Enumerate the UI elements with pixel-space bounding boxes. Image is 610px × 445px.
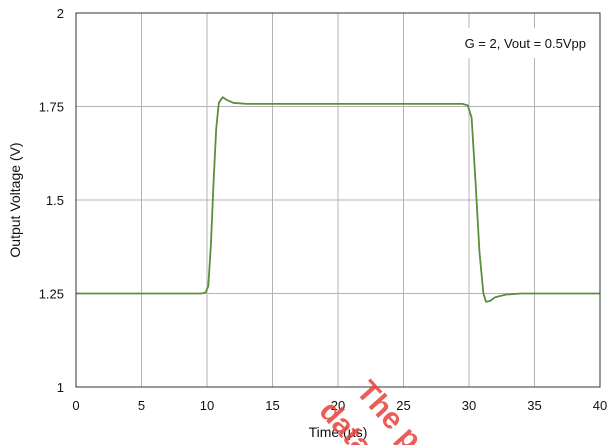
x-tick-labels: 0 5 10 15 20 25 30 35 40 — [72, 398, 607, 413]
x-tick-label: 25 — [396, 398, 410, 413]
y-tick-label: 1.5 — [46, 193, 64, 208]
x-tick-label: 35 — [527, 398, 541, 413]
plot-frame — [75, 12, 601, 388]
x-tick-label: 20 — [331, 398, 345, 413]
x-tick-label: 0 — [72, 398, 79, 413]
y-tick-label: 1 — [57, 380, 64, 395]
x-tick-label: 40 — [593, 398, 607, 413]
x-tick-label: 5 — [138, 398, 145, 413]
y-tick-label: 1.25 — [39, 287, 64, 302]
x-tick-label: 15 — [265, 398, 279, 413]
y-axis-title: Output Voltage (V) — [7, 142, 23, 257]
series-curve — [76, 96, 600, 303]
y-tick-labels: 1 1.25 1.5 1.75 2 — [39, 6, 64, 395]
annotation-box — [433, 28, 593, 58]
x-tick-label: 10 — [200, 398, 214, 413]
x-axis-title: Time (µs) — [309, 424, 368, 440]
series-line-1 — [76, 96, 600, 303]
chart-annotation: G = 2, Vout = 0.5Vpp — [465, 36, 586, 51]
y-tick-label: 2 — [57, 6, 64, 21]
y-tick-label: 1.75 — [39, 100, 64, 115]
x-tick-label: 30 — [462, 398, 476, 413]
